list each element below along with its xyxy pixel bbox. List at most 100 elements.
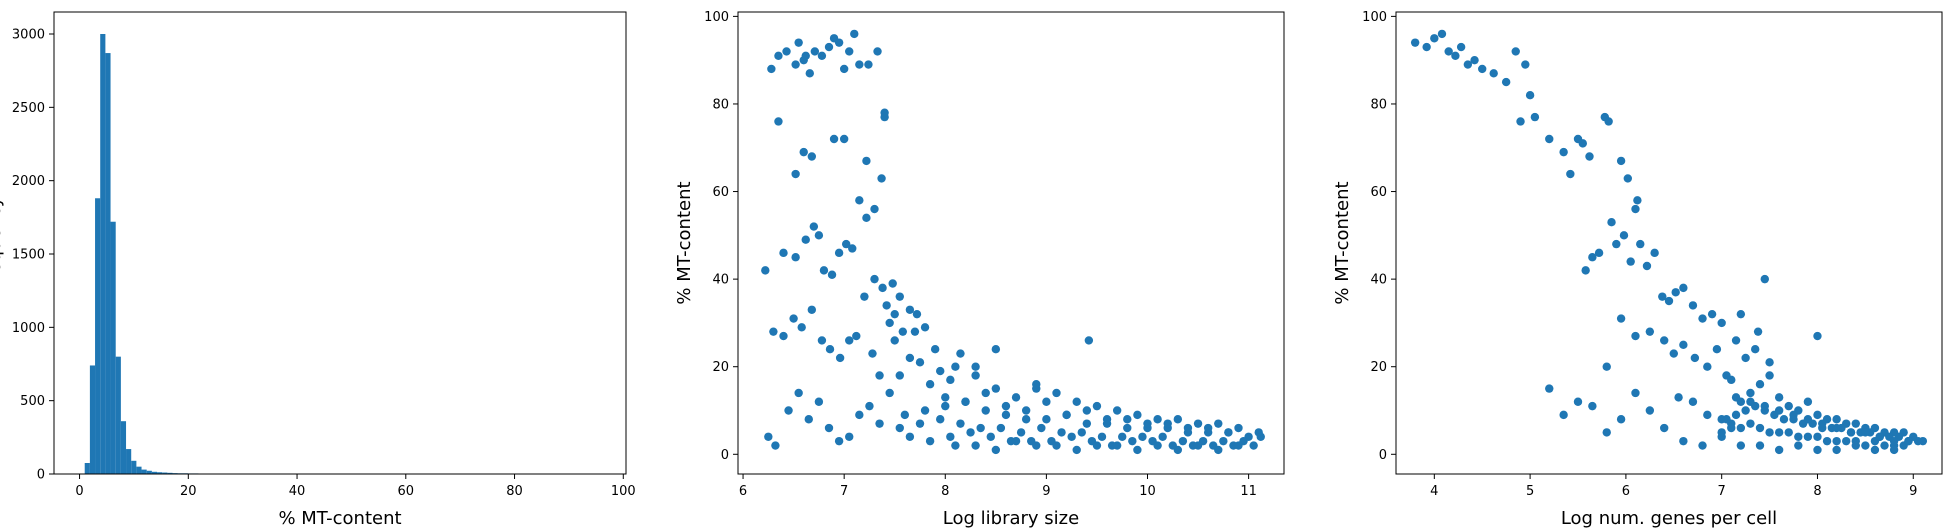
scatter-point [834, 38, 844, 47]
x-tick-label: 9 [1909, 484, 1917, 499]
scatter-point [1021, 415, 1031, 424]
scatter-point [882, 301, 891, 310]
scatter-point [1746, 388, 1755, 398]
y-tick-label: 2000 [12, 174, 45, 189]
scatter-point [1688, 301, 1698, 310]
scatter-point [1118, 432, 1127, 441]
histogram-bar [100, 34, 106, 474]
scatter-point [1112, 441, 1122, 450]
y-axis-label: Frequency [0, 196, 5, 289]
scatter-point [862, 213, 871, 223]
scatter-point [1566, 169, 1575, 179]
scatter-point [825, 344, 835, 354]
scatter-point [912, 309, 922, 319]
scatter-point [1516, 117, 1525, 126]
axes-frame [1395, 11, 1943, 475]
scatter-point [1717, 318, 1726, 328]
scatter-point [875, 371, 884, 380]
scatter-point [817, 336, 827, 345]
scatter-point [1765, 371, 1774, 380]
scatter-point [925, 436, 935, 446]
x-tick-label: 40 [289, 484, 306, 499]
scatter-point [1645, 406, 1655, 415]
scatter-point [873, 47, 882, 56]
scatter-point [1741, 353, 1750, 363]
histogram-bar [120, 421, 127, 474]
scatter-point [1765, 428, 1774, 437]
scatter-point [801, 235, 810, 244]
y-tick-label: 40 [1370, 273, 1387, 288]
x-axis-label: % MT-content [278, 508, 401, 529]
histogram-bar [105, 53, 111, 475]
scatter-point [819, 266, 829, 275]
scatter-point [1143, 419, 1152, 428]
scatter-point [1437, 29, 1447, 39]
scatter-point [782, 47, 791, 56]
scatter-point [1451, 51, 1460, 60]
scatter-point [1062, 410, 1071, 420]
scatter-point [1679, 340, 1688, 350]
scatter-point [1021, 406, 1031, 415]
scatter-point [956, 349, 965, 358]
scatter-point [834, 436, 844, 446]
scatter-point [855, 60, 864, 69]
scatter-point [981, 406, 990, 415]
x-tick-label: 7 [1718, 484, 1726, 499]
scatter-point [1803, 397, 1813, 406]
scatter-point [1084, 336, 1094, 345]
scatter-point [1501, 77, 1511, 87]
scatter-point [1178, 436, 1188, 446]
scatter-point [774, 51, 783, 60]
scatter-point [956, 419, 965, 428]
scatter-point [862, 156, 871, 166]
scatter-point [1760, 401, 1769, 411]
scatter-point [1631, 331, 1640, 341]
scatter-point [986, 432, 995, 441]
scatter-point [920, 323, 930, 332]
scatter-point [1631, 204, 1640, 214]
scatter-point [1158, 432, 1167, 441]
scatter-point [839, 64, 849, 74]
scatter-point [1193, 419, 1203, 428]
scatter-point [1679, 283, 1688, 293]
scatter-point [898, 327, 908, 336]
scatter-point [1072, 397, 1081, 406]
scatter-point [1765, 358, 1774, 367]
y-tick-label: 1000 [12, 321, 45, 336]
scatter-point [791, 169, 800, 179]
scatter-point [1698, 441, 1707, 450]
y-tick-label: 0 [1379, 448, 1387, 463]
scatter-point [824, 42, 834, 52]
scatter-point [1861, 441, 1870, 450]
scatter-point [1082, 419, 1092, 428]
scatter-point [1746, 419, 1755, 428]
scatter-point [1249, 441, 1258, 450]
scatter-point [794, 388, 803, 398]
scatter-point [1032, 441, 1041, 450]
scatter-point [1727, 375, 1736, 385]
scatter-point [1851, 441, 1860, 450]
scatter-point [1224, 428, 1233, 437]
scatter-point [1588, 401, 1597, 411]
scatter-point [1889, 436, 1899, 446]
scatter-point [1753, 327, 1763, 336]
histogram-bar [95, 198, 101, 474]
scatter-point [801, 51, 810, 60]
scatter-point [1832, 423, 1841, 433]
scatter-point [1153, 415, 1162, 424]
scatter-point [1422, 42, 1431, 52]
scatter-point [1072, 445, 1081, 455]
x-tick-label: 100 [611, 484, 636, 499]
scatter-point [845, 432, 854, 441]
scatter-point [1234, 441, 1243, 450]
scatter-point [1650, 248, 1659, 258]
scatter-point [1660, 423, 1669, 433]
scatter-point [779, 248, 788, 258]
x-axis-label: Log num. genes per cell [1561, 508, 1777, 529]
scatter-point [1671, 288, 1680, 297]
scatter-point [1521, 60, 1530, 69]
scatter-point [951, 441, 960, 450]
scatter-point [946, 432, 955, 441]
scatter-point [991, 344, 1001, 354]
